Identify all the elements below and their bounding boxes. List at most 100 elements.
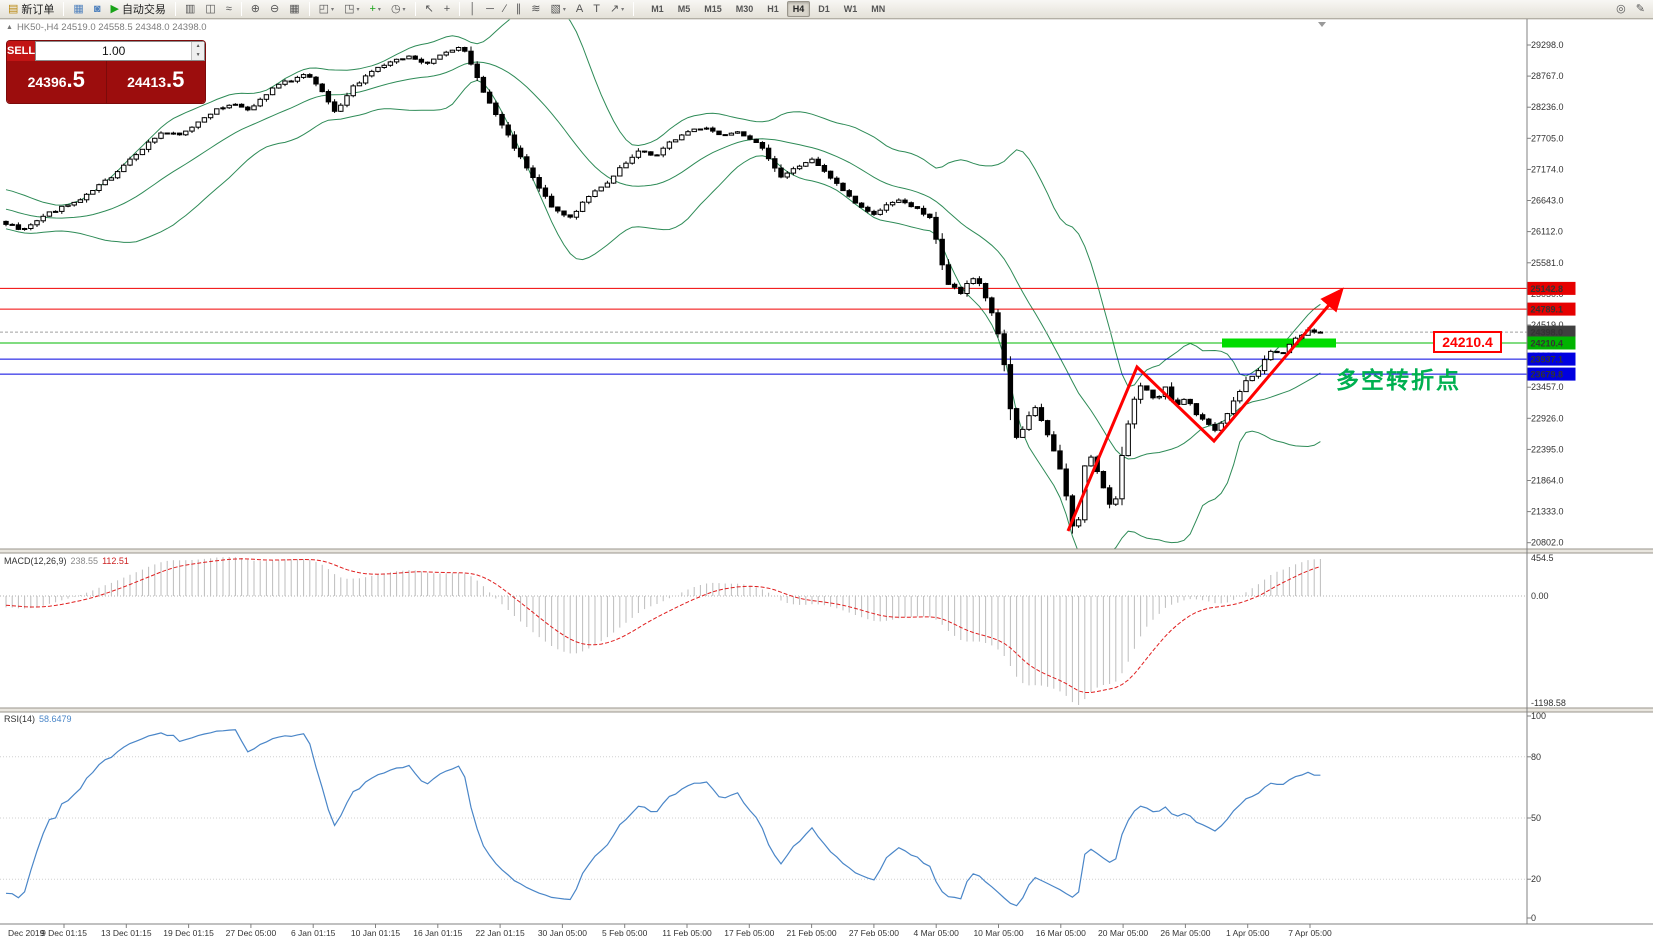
- timeframe-button-M15[interactable]: M15: [704, 4, 722, 14]
- macd-name: MACD(12,26,9): [4, 556, 67, 566]
- new-chart-icon[interactable]: ◰ ▾: [315, 1, 338, 17]
- zoom-in-icon[interactable]: ⊕: [247, 1, 264, 17]
- svg-text:11 Feb 05:00: 11 Feb 05:00: [662, 928, 712, 938]
- rsi-name: RSI(14): [4, 714, 36, 724]
- svg-text:23679.8: 23679.8: [1531, 370, 1564, 380]
- price-scale[interactable]: 29298.0 28767.0 28236.0 27705.0 27174.0 26643…: [1526, 19, 1576, 924]
- dropdown-arrow-icon: ▾: [331, 6, 335, 13]
- timeframe-button-M1[interactable]: M1: [651, 4, 664, 14]
- arrange-windows-icon[interactable]: ◳ ▾: [340, 1, 363, 17]
- quick-edit-icon: ✎: [1635, 3, 1645, 15]
- trendline-icon[interactable]: ∕: [500, 1, 510, 17]
- tile-windows-icon: ▦: [289, 3, 300, 15]
- svg-text:80: 80: [1531, 752, 1541, 762]
- volume-up-button[interactable]: ▲: [192, 42, 205, 51]
- toolbar: ▤ 新订单 ▦ ◙ ▶ 自动交易 ▥ ◫ ≈ ⊕ ⊖ ▦ ◰ ▾ ◳ ▾ + ▾ ◷ ▾ ↖ + │ ─ ∕ ∥ ≋ ▧ ▾ A T ↗ ▾ M1…: [0, 0, 1653, 19]
- horizontal-line-icon: ─: [486, 3, 494, 15]
- rsi-value: 58.6479: [39, 714, 72, 724]
- line-chart-icon[interactable]: ≈: [222, 1, 236, 17]
- shapes-icon[interactable]: ▧ ▾: [546, 1, 569, 17]
- vertical-line-icon: │: [469, 3, 477, 15]
- shapes-icon: ▧: [550, 3, 561, 15]
- svg-text:27705.0: 27705.0: [1531, 133, 1564, 143]
- auto-trading-button[interactable]: ▶ 自动交易: [106, 1, 169, 17]
- svg-text:29298.0: 29298.0: [1531, 40, 1564, 50]
- bollinger-bands: [5, 19, 1321, 549]
- rsi-panel: 100 80 50 20 0: [0, 711, 1546, 923]
- svg-text:4 Mar 05:00: 4 Mar 05:00: [914, 928, 960, 938]
- vertical-line-icon[interactable]: │: [465, 1, 480, 17]
- sell-price-pip: .5: [66, 67, 85, 92]
- text-label-icon[interactable]: T: [589, 1, 604, 17]
- svg-text:25142.8: 25142.8: [1531, 284, 1564, 294]
- volume-down-button[interactable]: ▼: [192, 51, 205, 60]
- ocp-collapse-arrow[interactable]: ▲: [6, 24, 13, 31]
- svg-text:454.5: 454.5: [1531, 553, 1554, 563]
- svg-text:10 Jan 01:15: 10 Jan 01:15: [351, 928, 400, 938]
- svg-text:26112.0: 26112.0: [1531, 227, 1563, 237]
- new-order-button: ▤: [8, 3, 19, 15]
- horizontal-line-icon[interactable]: ─: [482, 1, 498, 17]
- fibonacci-icon[interactable]: ≋: [527, 1, 544, 17]
- timeframe-button-H4[interactable]: H4: [786, 1, 811, 17]
- macd-value-signal: 112.51: [102, 556, 129, 566]
- indicators-icon[interactable]: + ▾: [365, 1, 384, 17]
- svg-text:21 Feb 05:00: 21 Feb 05:00: [787, 928, 837, 938]
- new-chart-icon: ◰: [318, 3, 330, 15]
- chart-window-icon[interactable]: ▦: [69, 1, 87, 17]
- horizontal-lines[interactable]: [0, 287, 1527, 375]
- chart-shift-marker: [1318, 22, 1326, 27]
- price-callout-box[interactable]: 24210.4: [1433, 331, 1502, 353]
- toolbar-separator: [633, 2, 635, 16]
- period-clock-icon: ◷: [390, 3, 401, 15]
- turning-point-annotation[interactable]: 多空转折点: [1336, 367, 1461, 393]
- search-icon[interactable]: ◎: [1612, 1, 1630, 17]
- dropdown-arrow-icon: ▾: [402, 6, 406, 13]
- sell-button[interactable]: SELL: [7, 41, 36, 61]
- indicators-icon: +: [369, 3, 376, 15]
- timeframe-button-M5[interactable]: M5: [677, 4, 691, 14]
- crosshair-icon[interactable]: +: [440, 1, 454, 17]
- bar-chart-icon[interactable]: ▥: [181, 1, 199, 17]
- line-chart-icon: ≈: [225, 3, 232, 15]
- cursor-icon[interactable]: ↖: [421, 1, 438, 17]
- arrange-windows-icon: ◳: [344, 3, 355, 15]
- new-order-button[interactable]: ▤ 新订单: [4, 1, 58, 17]
- timeframe-button-MN[interactable]: MN: [871, 4, 886, 14]
- zoom-in-icon: ⊕: [250, 3, 261, 15]
- timeframe-button-H1[interactable]: H1: [767, 4, 779, 14]
- candlestick-chart-icon[interactable]: ◫: [201, 1, 219, 17]
- svg-text:24210.4: 24210.4: [1531, 339, 1564, 349]
- arrows-icon[interactable]: ↗ ▾: [606, 1, 628, 17]
- rsi-indicator-label: RSI(14) 58.6479: [4, 714, 72, 724]
- panel-separators[interactable]: [0, 18, 1653, 713]
- chart-window-icon: ▦: [73, 3, 84, 15]
- timeframe-button-D1[interactable]: D1: [818, 4, 830, 14]
- svg-text:6 Jan 01:15: 6 Jan 01:15: [291, 928, 336, 938]
- trendline-icon: ∕: [503, 3, 506, 15]
- period-clock-icon[interactable]: ◷ ▾: [387, 1, 410, 17]
- text-icon[interactable]: A: [572, 1, 587, 17]
- svg-text:27174.0: 27174.0: [1531, 164, 1564, 174]
- trend-arrow[interactable]: [1066, 22, 1344, 532]
- timeframe-button-W1[interactable]: W1: [843, 4, 858, 14]
- toolbar-separator: [308, 2, 310, 16]
- timeframe-button-M30[interactable]: M30: [735, 4, 754, 14]
- tile-windows-icon[interactable]: ▦: [285, 1, 303, 17]
- candlestick-series: [3, 46, 1324, 534]
- zoom-out-icon[interactable]: ⊖: [266, 1, 283, 17]
- quick-edit-icon[interactable]: ✎: [1632, 1, 1649, 17]
- support-zone-highlight[interactable]: [1222, 338, 1336, 348]
- profiles-icon[interactable]: ◙: [90, 1, 105, 17]
- auto-trading-button: ▶: [110, 3, 119, 15]
- svg-text:22926.0: 22926.0: [1531, 413, 1564, 423]
- dropdown-arrow-icon: ▾: [621, 6, 625, 13]
- price-divider: [105, 61, 107, 103]
- sell-price[interactable]: 24396.5: [7, 61, 106, 103]
- svg-text:30 Jan 05:00: 30 Jan 05:00: [538, 928, 587, 938]
- equidistant-channel-icon[interactable]: ∥: [512, 1, 526, 17]
- volume-input[interactable]: [36, 42, 192, 60]
- buy-price[interactable]: 24413.5: [107, 61, 206, 103]
